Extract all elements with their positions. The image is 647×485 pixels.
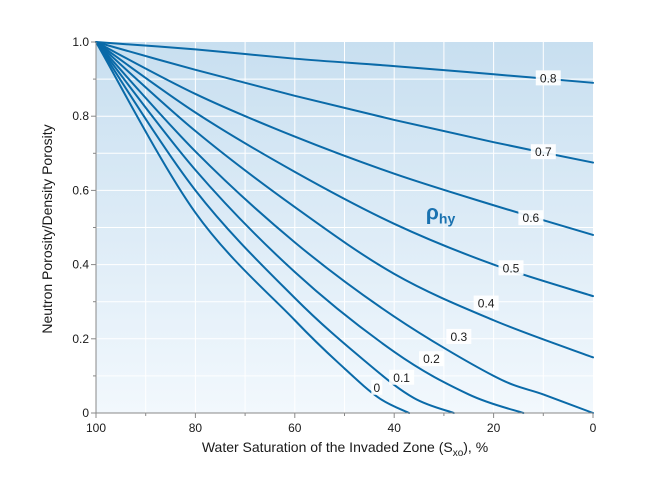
curve-label-0-3: 0.3 [450, 330, 467, 344]
y-tick-label: 0 [82, 406, 89, 420]
curve-line-0-6 [95, 41, 594, 236]
curve-label-bg [518, 210, 544, 226]
rho-subscript: hy [439, 211, 456, 227]
curve-label-bg [371, 379, 383, 395]
curve-label-0-2: 0.2 [423, 352, 440, 366]
x-axis-title-main: Water Saturation of the Invaded Zone (S [202, 439, 453, 455]
x-axis-title: Water Saturation of the Invaded Zone (Sx… [202, 439, 488, 459]
x-tick-label: 60 [288, 421, 302, 435]
rho-symbol: ρ [426, 202, 439, 225]
curve-label-0-1: 0.1 [393, 371, 410, 385]
x-tick-label: 20 [487, 421, 501, 435]
y-tick-label: 0.4 [72, 258, 89, 272]
x-tick-label: 40 [388, 421, 402, 435]
x-tick-label: 80 [189, 421, 203, 435]
curve-label-0-7: 0.7 [535, 145, 552, 159]
y-tick-label: 1.0 [72, 35, 89, 49]
curve-label-bg [446, 328, 472, 344]
curve-line-0 [95, 41, 411, 414]
rho-hy-annotation: ρhy [426, 202, 456, 227]
x-axis-title-suffix: ), % [463, 439, 488, 455]
x-tick-label: 0 [590, 421, 597, 435]
curve-line-0-1 [95, 41, 455, 414]
x-axis-title-sub: xo [453, 448, 464, 459]
curve-label-bg [535, 70, 561, 86]
curve-line-0-2 [95, 41, 525, 414]
curve-label-bg [473, 295, 499, 311]
curve-label-bg [498, 260, 524, 276]
curve-label-0-4: 0.4 [478, 297, 495, 311]
grid-lines [96, 42, 593, 413]
curve-line-0-8 [95, 41, 594, 84]
curve-label-0-6: 0.6 [523, 211, 540, 225]
curve-line-0-4 [95, 41, 594, 359]
curve-line-0-7 [95, 41, 594, 164]
curve-label-bg [418, 351, 444, 367]
y-tick-label: 0.8 [72, 109, 89, 123]
y-tick-label: 0.2 [72, 332, 89, 346]
axes-group: 100 80 60 40 20 0 0 0.2 0.4 0.6 0.8 1.0 [72, 35, 596, 435]
curve-labels-group: 0.8 0.7 0.6 0.5 0.4 0.3 0.2 0.1 0 [371, 70, 561, 395]
y-tick-label: 0.6 [72, 183, 89, 197]
x-tick-label: 100 [86, 421, 106, 435]
curve-label-0-8: 0.8 [540, 71, 557, 85]
curve-label-bg [530, 144, 556, 160]
curve-label-bg [389, 369, 415, 385]
curve-label-0-5: 0.5 [503, 261, 520, 275]
y-axis-title: Neutron Porosity/Density Porosity [39, 124, 55, 333]
curve-label-0: 0 [373, 381, 380, 395]
curve-line-0-3 [95, 41, 594, 414]
